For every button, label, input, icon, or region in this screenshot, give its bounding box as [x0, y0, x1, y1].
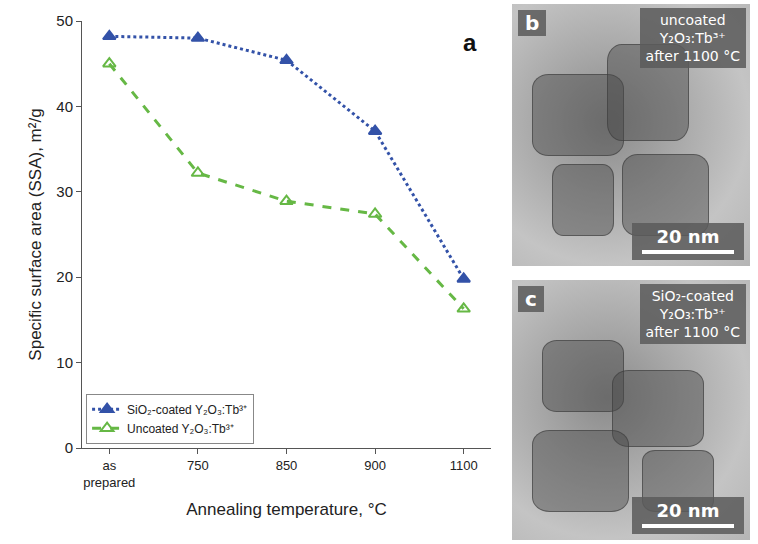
svg-text:Uncoated Y₂O₃:Tb³⁺: Uncoated Y₂O₃:Tb³⁺	[127, 422, 234, 436]
svg-text:20: 20	[56, 268, 73, 285]
html-text:20 nm: 20 nm	[656, 500, 720, 521]
svg-text:Specific surface area (SSA), m: Specific surface area (SSA), m²/g	[26, 108, 45, 360]
svg-text:850: 850	[276, 458, 298, 473]
html-text:b: b	[525, 11, 540, 35]
svg-text:40: 40	[56, 98, 73, 115]
svg-text:SiO₂-coated Y₂O₃:Tb³⁺: SiO₂-coated Y₂O₃:Tb³⁺	[127, 403, 247, 417]
html-text:SiO₂-coated: SiO₂-coated	[651, 288, 734, 304]
svg-text:10: 10	[56, 354, 73, 371]
svg-text:0: 0	[65, 439, 73, 456]
svg-text:50: 50	[56, 12, 73, 29]
html-text:c: c	[525, 287, 537, 311]
svg-text:asprepared: asprepared	[83, 458, 135, 490]
html-text:after 1100 °C: after 1100 °C	[645, 48, 740, 64]
svg-text:900: 900	[364, 458, 386, 473]
svg-text:a: a	[463, 29, 477, 56]
html-text:Y₂O₃:Tb³⁺: Y₂O₃:Tb³⁺	[659, 30, 726, 46]
svg-text:750: 750	[187, 458, 209, 473]
svg-text:Annealing temperature, °C: Annealing temperature, °C	[186, 500, 387, 519]
html-text:Y₂O₃:Tb³⁺: Y₂O₃:Tb³⁺	[659, 306, 726, 322]
html-text:uncoated: uncoated	[660, 12, 726, 28]
svg-text:1100: 1100	[450, 458, 478, 473]
html-text:20 nm: 20 nm	[656, 226, 720, 247]
html-text:after 1100 °C: after 1100 °C	[645, 324, 740, 340]
svg-text:30: 30	[56, 183, 73, 200]
